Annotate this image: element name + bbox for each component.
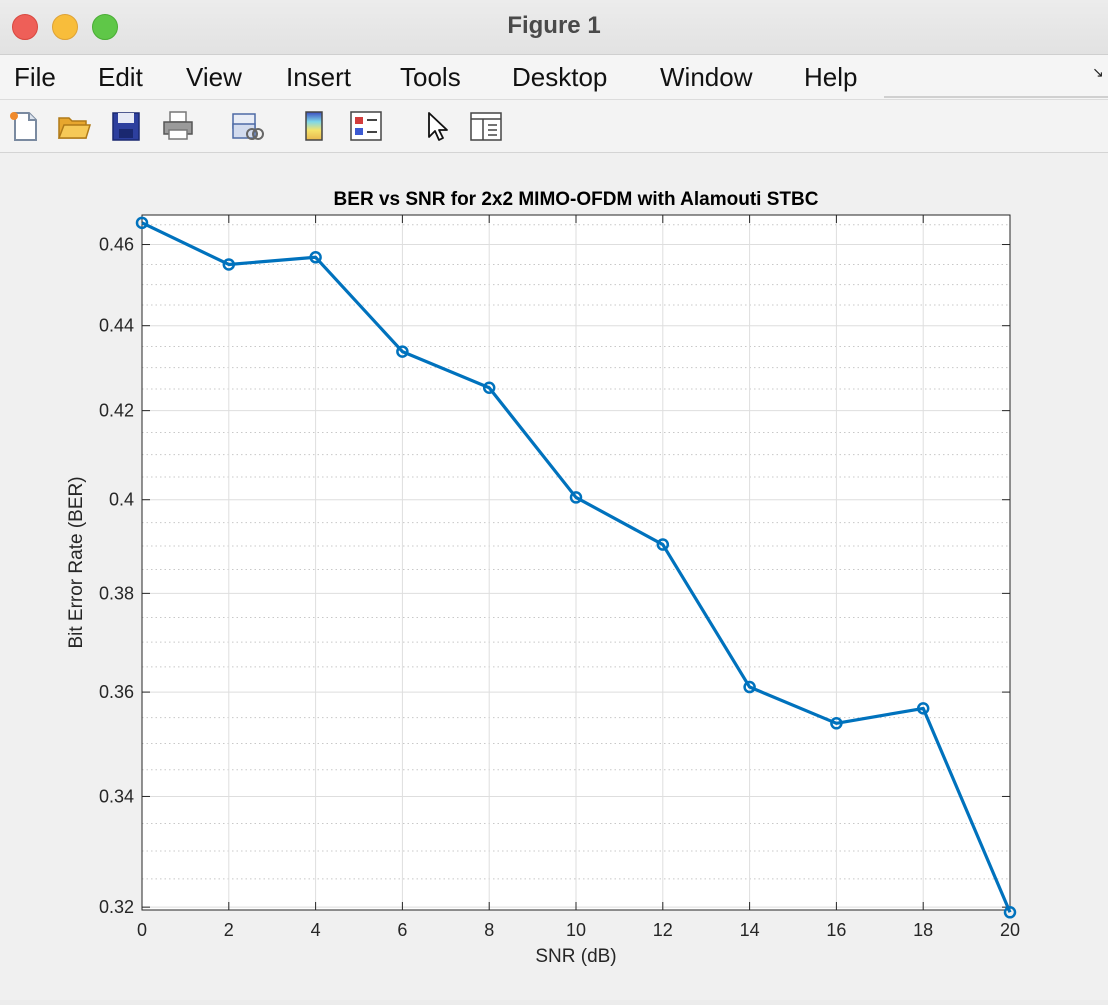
x-tick-label: 12 xyxy=(653,920,673,940)
axis-ticks xyxy=(141,215,1011,910)
series-group xyxy=(135,216,1017,919)
y-tick-label: 0.36 xyxy=(99,682,134,702)
x-tick-label: 16 xyxy=(826,920,846,940)
menu-file[interactable]: File xyxy=(14,62,56,92)
y-axis-label: Bit Error Rate (BER) xyxy=(66,476,87,648)
x-axis-label: SNR (dB) xyxy=(535,946,616,967)
figure-canvas: 0 2 4 6 8 10 12 14 16 18 20 0.32 0.34 0.36 0.38 0.4 0.4… xyxy=(0,153,1108,1000)
menu-tools[interactable]: Tools xyxy=(400,62,461,92)
menu-window[interactable]: Window xyxy=(660,62,753,92)
new-figure-icon[interactable] xyxy=(6,108,42,144)
data-point xyxy=(1003,906,1017,919)
x-tick-label: 4 xyxy=(311,920,321,940)
toolbar xyxy=(0,100,1108,153)
x-tick-label: 6 xyxy=(397,920,407,940)
x-tick-label: 0 xyxy=(137,920,147,940)
y-tick-labels: 0.32 0.34 0.36 0.38 0.4 0.42 0.44 0.46 xyxy=(99,235,134,918)
data-point xyxy=(830,717,843,730)
menu-help[interactable]: Help xyxy=(804,62,858,92)
data-point xyxy=(743,680,756,694)
data-point xyxy=(482,381,496,394)
minor-grid xyxy=(142,224,1010,880)
data-point xyxy=(135,216,149,230)
y-tick-label: 0.46 xyxy=(99,235,134,255)
y-tick-label: 0.32 xyxy=(99,897,134,917)
y-tick-label: 0.4 xyxy=(109,490,134,510)
open-file-icon[interactable] xyxy=(56,108,92,144)
menu-view[interactable]: View xyxy=(186,62,242,92)
pointer-icon[interactable] xyxy=(418,108,454,144)
x-tick-label: 18 xyxy=(913,920,933,940)
chart-title: BER vs SNR for 2x2 MIMO-OFDM with Alamou… xyxy=(334,189,819,210)
y-tick-label: 0.42 xyxy=(99,401,134,421)
menu-edit[interactable]: Edit xyxy=(98,62,143,92)
menu-divider xyxy=(884,96,1108,98)
menu-insert[interactable]: Insert xyxy=(286,62,352,92)
data-point xyxy=(569,491,583,504)
menu-bar: File Edit View Insert Tools Desktop Wind… xyxy=(0,55,1108,100)
y-tick-label: 0.34 xyxy=(99,786,134,806)
title-bar[interactable]: Figure 1 xyxy=(0,0,1108,55)
maximize-window-button[interactable] xyxy=(92,14,118,40)
print-icon[interactable] xyxy=(160,108,196,144)
close-window-button[interactable] xyxy=(12,14,38,40)
colorbar-icon[interactable] xyxy=(296,108,332,144)
save-icon[interactable] xyxy=(108,108,144,144)
legend-icon[interactable] xyxy=(348,108,384,144)
x-tick-label: 10 xyxy=(566,920,586,940)
data-point xyxy=(309,251,322,264)
data-point xyxy=(396,345,409,358)
data-point xyxy=(656,538,670,551)
x-tick-label: 8 xyxy=(484,920,494,940)
x-tick-label: 20 xyxy=(1000,920,1020,940)
y-tick-label: 0.44 xyxy=(99,316,134,336)
x-tick-label: 2 xyxy=(224,920,234,940)
y-tick-label: 0.38 xyxy=(99,583,134,603)
data-point xyxy=(222,258,236,271)
link-icon[interactable] xyxy=(228,108,264,144)
ber-chart: 0 2 4 6 8 10 12 14 16 18 20 0.32 0.34 0.36 0.38 0.4 0.4… xyxy=(66,189,1020,967)
x-tick-labels: 0 2 4 6 8 10 12 14 16 18 20 xyxy=(137,920,1020,940)
menu-overflow-arrow-icon[interactable]: ↘ xyxy=(1092,64,1104,80)
data-point xyxy=(916,702,930,715)
property-inspector-icon[interactable] xyxy=(468,108,504,144)
ber-series-line xyxy=(141,221,1012,913)
window-title: Figure 1 xyxy=(507,12,601,39)
menu-desktop[interactable]: Desktop xyxy=(512,62,608,92)
x-tick-label: 14 xyxy=(740,920,760,940)
minimize-window-button[interactable] xyxy=(52,14,78,40)
